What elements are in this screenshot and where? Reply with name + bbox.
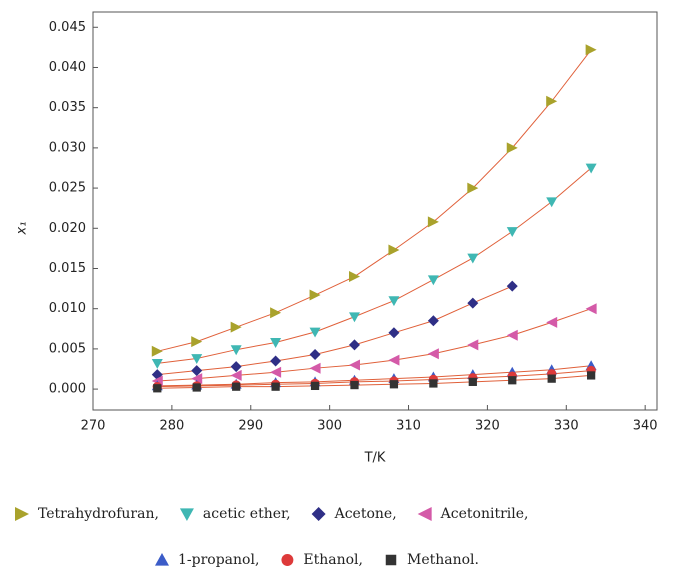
data-point bbox=[586, 44, 597, 55]
x-tick-label: 290 bbox=[238, 419, 263, 434]
data-point bbox=[270, 307, 281, 318]
data-point bbox=[350, 381, 358, 389]
legend-label: acetic ether, bbox=[203, 506, 291, 522]
legend-marker bbox=[281, 554, 293, 566]
x-tick-label: 330 bbox=[554, 419, 579, 434]
data-point bbox=[349, 271, 360, 282]
x-tick-label: 340 bbox=[633, 419, 658, 434]
data-point bbox=[507, 330, 518, 341]
legend-label: Methanol. bbox=[407, 552, 479, 568]
data-point bbox=[546, 317, 557, 328]
data-point bbox=[270, 367, 281, 378]
y-tick-label: 0.010 bbox=[49, 301, 86, 316]
data-point bbox=[507, 281, 518, 292]
legend-label: Acetone, bbox=[334, 506, 397, 522]
y-tick-label: 0.020 bbox=[49, 221, 86, 236]
legend-marker bbox=[180, 508, 194, 521]
data-point bbox=[546, 96, 557, 107]
data-point bbox=[467, 298, 478, 309]
data-point bbox=[388, 355, 399, 366]
y-tick-label: 0.015 bbox=[49, 261, 86, 276]
data-point bbox=[310, 363, 321, 374]
data-point bbox=[153, 384, 161, 392]
x-tick-label: 300 bbox=[317, 419, 342, 434]
data-point bbox=[152, 346, 163, 357]
legend-marker bbox=[312, 507, 326, 521]
data-point bbox=[390, 380, 398, 388]
data-point bbox=[548, 375, 556, 383]
fit-line bbox=[157, 168, 591, 363]
x-axis-label: T/K bbox=[364, 451, 386, 466]
data-point bbox=[429, 379, 437, 387]
data-point bbox=[191, 336, 202, 347]
data-point bbox=[231, 322, 242, 333]
data-point bbox=[467, 254, 478, 264]
data-point bbox=[388, 244, 399, 255]
data-point bbox=[428, 275, 439, 285]
y-tick-label: 0.035 bbox=[49, 100, 86, 115]
legend-label: Tetrahydrofuran, bbox=[38, 506, 159, 522]
y-axis-label: x₁ bbox=[15, 222, 30, 236]
data-point bbox=[232, 383, 240, 391]
legend-label: 1-propanol, bbox=[178, 552, 259, 568]
data-point bbox=[310, 349, 321, 360]
data-point bbox=[428, 348, 439, 359]
fit-line bbox=[157, 50, 591, 352]
x-tick-label: 310 bbox=[396, 419, 421, 434]
y-tick-label: 0.025 bbox=[49, 181, 86, 196]
data-point bbox=[152, 359, 163, 369]
plot-frame bbox=[93, 12, 657, 410]
data-point bbox=[586, 164, 597, 174]
data-point bbox=[271, 383, 279, 391]
legend-label: Acetonitrile, bbox=[440, 506, 529, 522]
x-tick-label: 320 bbox=[475, 419, 500, 434]
y-tick-label: 0.005 bbox=[49, 341, 86, 356]
x-tick-label: 280 bbox=[159, 419, 184, 434]
data-point bbox=[310, 290, 321, 301]
legend-marker bbox=[418, 507, 432, 521]
legend-marker bbox=[155, 553, 169, 566]
data-point bbox=[388, 327, 399, 338]
x-tick-label: 270 bbox=[81, 419, 106, 434]
legend-marker bbox=[15, 507, 29, 521]
data-point bbox=[546, 197, 557, 207]
data-point bbox=[428, 315, 439, 326]
data-point bbox=[467, 339, 478, 350]
y-tick-label: 0.000 bbox=[49, 382, 86, 397]
y-tick-label: 0.040 bbox=[49, 60, 86, 75]
data-point bbox=[349, 312, 360, 322]
data-point bbox=[270, 355, 281, 366]
fit-line bbox=[157, 309, 591, 381]
chart: T/K x₁ 270 280 290 300 310 320 330 340 0.000 0.00… bbox=[0, 0, 676, 575]
data-point bbox=[193, 383, 201, 391]
legend-marker bbox=[386, 555, 397, 566]
data-point bbox=[311, 382, 319, 390]
fit-line bbox=[157, 286, 512, 374]
data-point bbox=[508, 376, 516, 384]
data-point bbox=[587, 371, 595, 379]
data-point bbox=[586, 303, 597, 314]
data-point bbox=[469, 378, 477, 386]
legend-label: Ethanol, bbox=[303, 552, 363, 568]
data-point bbox=[349, 339, 360, 350]
y-tick-label: 0.030 bbox=[49, 140, 86, 155]
data-point bbox=[231, 361, 242, 372]
y-tick-label: 0.045 bbox=[49, 20, 86, 35]
data-point bbox=[349, 359, 360, 370]
data-point bbox=[507, 227, 518, 237]
data-point bbox=[388, 296, 399, 306]
